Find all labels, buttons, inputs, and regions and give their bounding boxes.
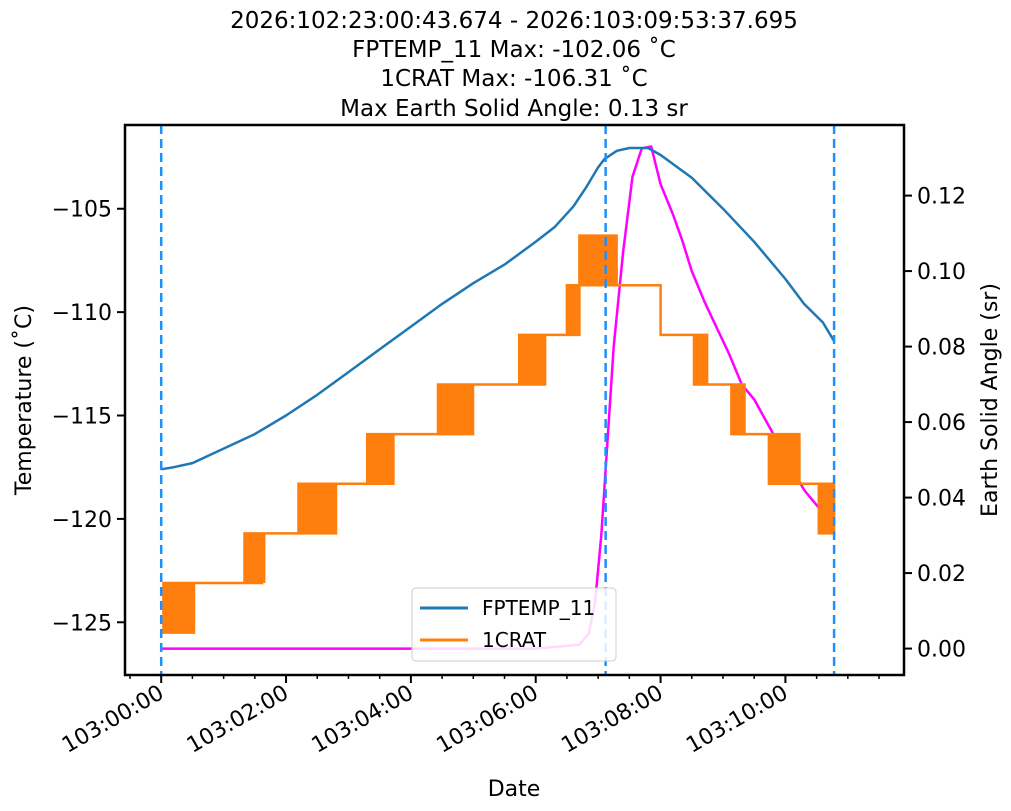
y-right-tick-label: 0.02 — [917, 562, 966, 587]
series-layer — [160, 145, 836, 650]
chart-title: 2026:102:23:00:43.674 - 2026:103:09:53:3… — [230, 8, 798, 122]
vline-layer — [159, 125, 836, 675]
y-left-tick-label: −120 — [52, 508, 112, 533]
y-left-tick-label: −125 — [52, 611, 112, 636]
y-left-tick-label: −105 — [52, 198, 112, 223]
title-line-3: 1CRAT Max: -106.31 ˚C — [380, 65, 647, 92]
x-tick-label: 103:10:00 — [682, 681, 792, 759]
x-tick-label: 103:08:00 — [557, 681, 667, 759]
y-right-tick-label: 0.08 — [917, 336, 966, 361]
x-axis-label: Date — [488, 777, 541, 802]
y-left-tick-label: −115 — [52, 405, 112, 430]
y-right-tick-label: 0.04 — [917, 487, 966, 512]
title-line-1: 2026:102:23:00:43.674 - 2026:103:09:53:3… — [230, 8, 798, 34]
legend-box — [411, 587, 617, 662]
title-line-2: FPTEMP_11 Max: -102.06 ˚C — [352, 36, 676, 63]
y-axis-left-label: Temperature (˚C) — [12, 305, 37, 496]
y-axis-left: −105 −110 −115 −120 −125 — [52, 198, 125, 636]
x-axis: 103:00:00 103:02:00 103:04:00 103:06:00 103:… — [58, 675, 880, 759]
series-1crat — [161, 234, 836, 634]
series-fptemp-11 — [160, 146, 836, 471]
x-tick-label: 103:04:00 — [308, 681, 418, 759]
x-tick-label: 103:06:00 — [433, 681, 543, 759]
y-right-tick-label: 0.10 — [917, 260, 966, 285]
y-right-tick-label: 0.12 — [917, 185, 966, 210]
legend-label-1crat: 1CRAT — [482, 628, 547, 652]
x-tick-label: 103:00:00 — [58, 681, 168, 759]
y-right-tick-label: 0.06 — [917, 411, 966, 436]
title-line-4: Max Earth Solid Angle: 0.13 sr — [340, 96, 688, 122]
y-axis-right: 0.00 0.02 0.04 0.06 0.08 0.10 0.12 — [904, 185, 966, 663]
y-axis-right-label: Earth Solid Angle (sr) — [978, 283, 1003, 517]
y-left-tick-label: −110 — [52, 301, 112, 326]
x-tick-label: 103:02:00 — [183, 681, 293, 759]
plot-frame — [123, 123, 906, 677]
legend-label-fptemp: FPTEMP_11 — [482, 596, 595, 620]
legend: FPTEMP_11 1CRAT — [411, 587, 617, 662]
y-right-tick-label: 0.00 — [917, 638, 966, 663]
